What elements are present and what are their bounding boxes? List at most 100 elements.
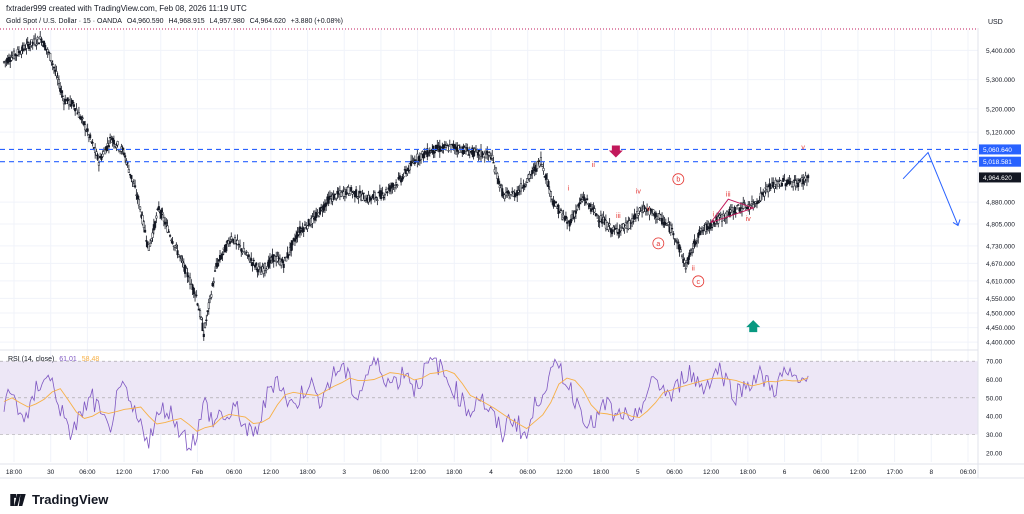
candle-body [318, 207, 321, 215]
candle-body [25, 43, 28, 49]
candle-body [266, 266, 269, 270]
candle-body [91, 142, 94, 144]
resistance-price-tag [979, 156, 1021, 167]
currency-label[interactable]: USD [988, 19, 1003, 26]
rsi-legend[interactable]: RSI (14, close) 61.01 58.48 [8, 356, 102, 363]
candle-body [539, 157, 542, 165]
time-tick-label: 3 [342, 469, 346, 476]
candle-body [246, 252, 249, 256]
candle-body [184, 264, 187, 274]
candle-body [683, 260, 686, 264]
candle-body [205, 319, 208, 321]
candle-body [114, 144, 117, 147]
candle-body [247, 254, 250, 257]
candle-body [290, 243, 293, 252]
candle-body [262, 268, 265, 274]
candle-body [180, 256, 183, 259]
candle-body [52, 66, 55, 69]
price-tick-label: 4,610.000 [986, 278, 1015, 285]
candle-body [253, 264, 257, 268]
candle-body [320, 206, 323, 209]
candle-body [649, 209, 652, 211]
candle-body [516, 190, 519, 196]
candle-body [499, 184, 503, 186]
wave-label: ii [692, 266, 696, 273]
candle-body [256, 268, 259, 273]
candle-body [104, 149, 107, 155]
candle-body [769, 187, 772, 189]
candle-body [582, 196, 585, 198]
price-tick-label: 5,300.000 [986, 77, 1015, 84]
candle-body [673, 238, 676, 240]
candle-body [735, 205, 739, 210]
tradingview-logo[interactable]: TradingView [8, 492, 108, 507]
candle-body [44, 45, 47, 51]
candle-body [698, 229, 701, 236]
candle-body [659, 214, 662, 219]
candle-body [593, 208, 596, 213]
candle-body [622, 223, 625, 229]
candle-body [459, 147, 463, 150]
candle-body [700, 231, 704, 233]
time-tick-label: 18:00 [299, 469, 316, 476]
candle-body [488, 152, 491, 156]
candle-body [321, 210, 324, 212]
candle-body [699, 228, 702, 231]
candle-body [36, 37, 39, 40]
candle-body [213, 270, 217, 272]
candle-body [383, 194, 386, 196]
candle-body [558, 211, 561, 214]
wave-label: i [568, 185, 570, 192]
candle-body [165, 222, 168, 224]
candle-body [446, 144, 449, 147]
candle-body [804, 175, 807, 180]
candle-body [443, 144, 446, 146]
candle-body [393, 185, 396, 188]
candle-body [708, 226, 711, 229]
candle-body [338, 190, 341, 195]
candle-body [311, 216, 314, 224]
candle-body [15, 54, 18, 56]
candle-body [190, 283, 193, 285]
candle-body [22, 45, 26, 50]
candle-body [71, 100, 74, 104]
rsi-pane [0, 355, 978, 452]
candle-body [498, 185, 501, 188]
candle-body [37, 42, 41, 45]
candle-body [745, 206, 749, 210]
candle-body [302, 227, 305, 232]
candle-body [410, 160, 413, 166]
candle-body [333, 193, 336, 195]
candle-body [607, 226, 610, 230]
candle-body [316, 211, 319, 214]
symbol-name[interactable]: Gold Spot / U.S. Dollar · 15 · OANDA [6, 18, 122, 25]
candle-body [61, 95, 64, 97]
wave-label: iii [616, 213, 621, 220]
symbol-legend[interactable]: Gold Spot / U.S. Dollar · 15 · OANDA O4,… [6, 18, 346, 25]
candle-body [552, 200, 555, 207]
candle-body [612, 226, 615, 231]
candle-body [638, 207, 641, 212]
time-tick-label: 06:00 [813, 469, 830, 476]
candle-body [674, 240, 677, 242]
candle-body [373, 192, 376, 199]
candle-body [197, 308, 200, 311]
candle-body [588, 203, 591, 207]
ohlc-high: H4,968.915 [168, 18, 205, 25]
candle-body [86, 128, 89, 132]
wave-label-circle [672, 173, 685, 186]
candle-body [573, 211, 576, 218]
candle-body [340, 192, 343, 197]
candle-body [629, 222, 632, 224]
candle-body [72, 104, 75, 107]
candle-body [794, 180, 797, 187]
candle-body [336, 190, 339, 195]
candle-body [82, 121, 85, 126]
candle-body [145, 240, 148, 242]
candle-body [632, 220, 635, 223]
candle-body [357, 196, 360, 198]
time-tick-label: 12:00 [850, 469, 867, 476]
candle-body [66, 97, 69, 102]
candle-body [395, 182, 398, 185]
